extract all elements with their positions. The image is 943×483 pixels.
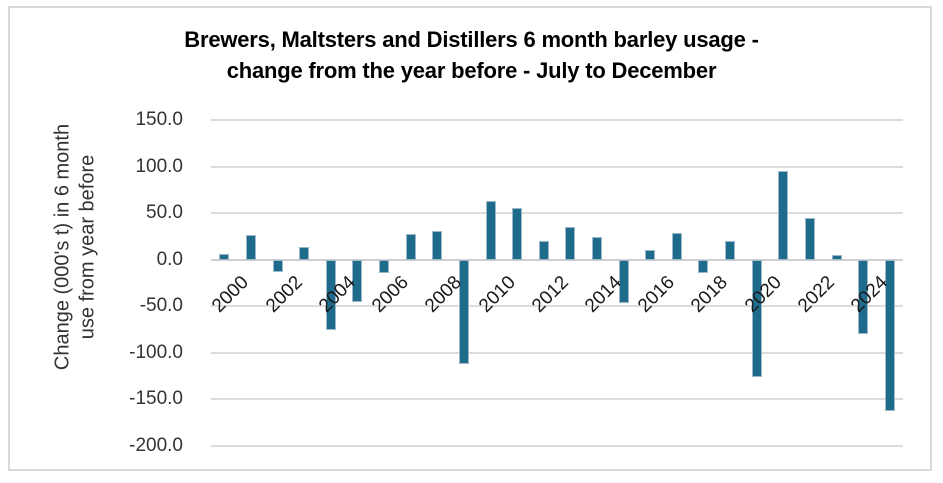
y-tick-label: -100.0: [129, 341, 183, 363]
y-tick-label: 150.0: [135, 109, 183, 130]
gridline: [211, 305, 903, 308]
bar-2013: [565, 227, 576, 260]
bar-2011: [512, 207, 523, 260]
bar-2006: [379, 259, 389, 273]
y-tick-label: 50.0: [146, 202, 183, 224]
bar-2017: [671, 232, 682, 260]
gridline: [211, 212, 903, 215]
bar-2025: [884, 259, 895, 412]
chart-border-frame: [8, 6, 932, 471]
bar-2023: [831, 255, 842, 260]
bar-2019: [725, 241, 735, 260]
y-axis-title: Change (000's t) in 6 month use from yea…: [51, 105, 101, 390]
bar-2016: [645, 250, 656, 260]
gridline: [211, 398, 903, 401]
y-tick-label: -50.0: [139, 295, 183, 317]
bar-2007: [405, 233, 416, 260]
bar-2010: [485, 201, 496, 260]
bar-2003: [299, 246, 310, 260]
bar-2004: [325, 259, 336, 330]
y-tick-label: 100.0: [135, 155, 183, 177]
gridline: [211, 165, 903, 168]
chart-title-line1: Brewers, Maltsters and Distillers 6 mont…: [184, 27, 759, 52]
bar-2009: [458, 259, 469, 364]
bar-2002: [272, 259, 283, 272]
chart-title: Brewers, Maltsters and Distillers 6 mont…: [0, 24, 943, 86]
chart-title-line2: change from the year before - July to De…: [226, 58, 717, 83]
bar-2014: [591, 237, 602, 260]
plot-area: 2000 2002 2004 2006 2008 2010 2012 2014 2016 2018…: [208, 119, 903, 447]
y-tick-label: 0.0: [156, 248, 183, 270]
bar-2001: [245, 234, 256, 260]
zero-axis-line: [211, 258, 903, 261]
bar-2005: [352, 259, 363, 302]
bar-2018: [698, 259, 709, 273]
y-tick-label: -200.0: [129, 435, 183, 456]
gridline: [211, 445, 903, 447]
bar-2022: [804, 217, 815, 260]
bar-2008: [432, 230, 443, 260]
y-axis-title-line1: Change (000's t) in 6 month: [51, 123, 74, 371]
y-axis-title-line2: use from year before: [76, 154, 99, 340]
bar-2024: [858, 259, 869, 335]
bar-2021: [778, 171, 789, 260]
bar-2012: [538, 241, 549, 260]
bar-2000: [219, 254, 230, 260]
bar-2015: [618, 259, 629, 304]
bar-2020: [751, 259, 762, 378]
gridline: [211, 351, 903, 354]
gridline: [211, 119, 903, 121]
y-tick-label: -150.0: [129, 388, 183, 410]
